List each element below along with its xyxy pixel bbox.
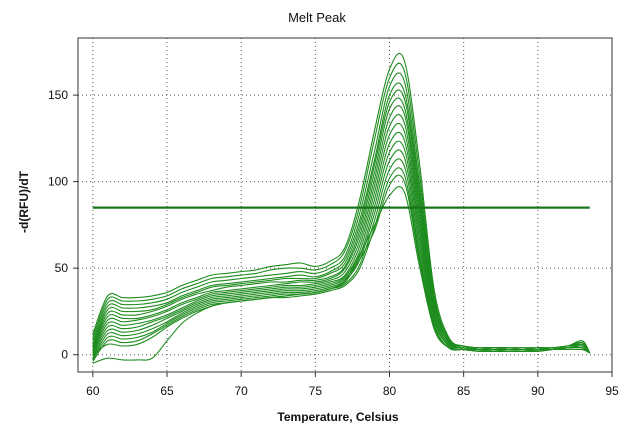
- grid: [78, 38, 613, 372]
- x-tick-label: 60: [86, 384, 100, 398]
- melt-curves: [92, 52, 591, 364]
- x-tick-label: 80: [383, 384, 397, 398]
- y-tick-label: 50: [55, 261, 69, 275]
- x-tick-label: 70: [234, 384, 248, 398]
- plot-frame: [77, 37, 613, 373]
- y-axis-label: -d(RFU)/dT: [17, 170, 31, 233]
- x-axis-ticks: 60 65 70 75 80 85 90 95: [86, 372, 619, 398]
- x-tick-label: 85: [457, 384, 471, 398]
- x-tick-label: 90: [531, 384, 545, 398]
- melt-curve-15: [92, 174, 591, 364]
- x-tick-label: 75: [309, 384, 323, 398]
- melt-curve-10: [92, 131, 591, 355]
- x-axis-label: Temperature, Celsius: [277, 410, 398, 423]
- y-tick-label: 100: [48, 175, 68, 189]
- y-axis-ticks: 0 50 100 150: [48, 88, 78, 362]
- x-tick-label: 65: [160, 384, 174, 398]
- melt-curve-3: [92, 72, 591, 354]
- y-tick-label: 150: [48, 88, 68, 102]
- chart-title: Melt Peak: [288, 10, 346, 25]
- melt-curve-4: [92, 82, 591, 354]
- melt-curve-16: [92, 186, 591, 356]
- y-tick-label: 0: [61, 348, 68, 362]
- melt-curve-11: [92, 140, 591, 357]
- x-tick-label: 95: [605, 384, 619, 398]
- melt-curve-13: [92, 158, 591, 361]
- melt-curve-5: [92, 89, 591, 354]
